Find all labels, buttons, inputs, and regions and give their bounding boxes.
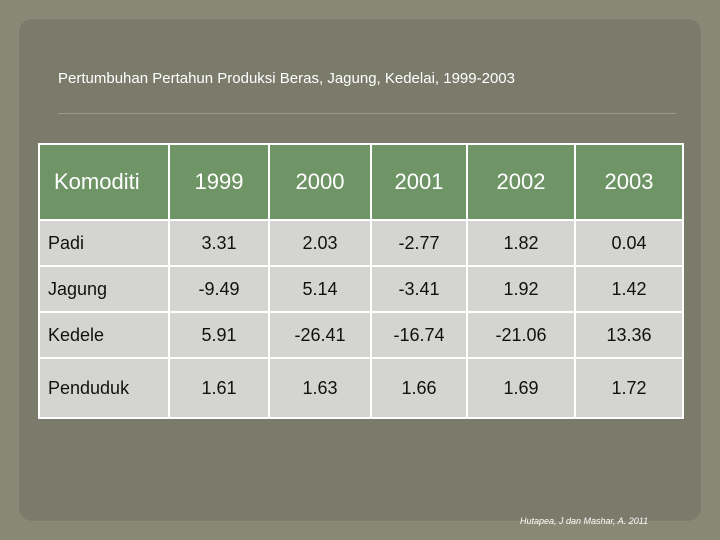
source-citation: Hutapea, J dan Mashar, A. 2011 — [520, 516, 649, 526]
table-cell: 1.82 — [466, 219, 576, 267]
row-label-jagung: Jagung — [38, 265, 170, 313]
table-cell: -9.49 — [168, 265, 270, 313]
table-row: Jagung -9.49 5.14 -3.41 1.92 1.42 — [38, 265, 684, 313]
table-cell: -16.74 — [370, 311, 468, 359]
header-year-2003: 2003 — [574, 143, 684, 221]
table-cell: 3.31 — [168, 219, 270, 267]
row-label-padi: Padi — [38, 219, 170, 267]
table-header-row: Komoditi 1999 2000 2001 2002 2003 — [38, 143, 684, 221]
header-year-2002: 2002 — [466, 143, 576, 221]
slide-title: Pertumbuhan Pertahun Produksi Beras, Jag… — [58, 70, 515, 87]
table-row: Padi 3.31 2.03 -2.77 1.82 0.04 — [38, 219, 684, 267]
table-cell: -2.77 — [370, 219, 468, 267]
title-divider — [58, 113, 676, 114]
table-cell: 1.66 — [370, 357, 468, 419]
table-cell: 5.91 — [168, 311, 270, 359]
table-cell: 13.36 — [574, 311, 684, 359]
table-cell: -21.06 — [466, 311, 576, 359]
table-cell: 1.92 — [466, 265, 576, 313]
header-year-2001: 2001 — [370, 143, 468, 221]
header-year-1999: 1999 — [168, 143, 270, 221]
table-cell: 1.72 — [574, 357, 684, 419]
table-cell: 1.63 — [268, 357, 372, 419]
table-cell: 1.61 — [168, 357, 270, 419]
table-cell: 1.69 — [466, 357, 576, 419]
table-cell: 0.04 — [574, 219, 684, 267]
table-cell: -26.41 — [268, 311, 372, 359]
header-komoditi: Komoditi — [38, 143, 170, 221]
table-cell: 5.14 — [268, 265, 372, 313]
table-row: Kedele 5.91 -26.41 -16.74 -21.06 13.36 — [38, 311, 684, 359]
table-cell: 1.42 — [574, 265, 684, 313]
row-label-kedele: Kedele — [38, 311, 170, 359]
header-year-2000: 2000 — [268, 143, 372, 221]
row-label-penduduk: Penduduk — [38, 357, 170, 419]
table-cell: -3.41 — [370, 265, 468, 313]
growth-table: Komoditi 1999 2000 2001 2002 2003 Padi 3… — [38, 143, 684, 419]
table-row: Penduduk 1.61 1.63 1.66 1.69 1.72 — [38, 357, 684, 419]
table-cell: 2.03 — [268, 219, 372, 267]
